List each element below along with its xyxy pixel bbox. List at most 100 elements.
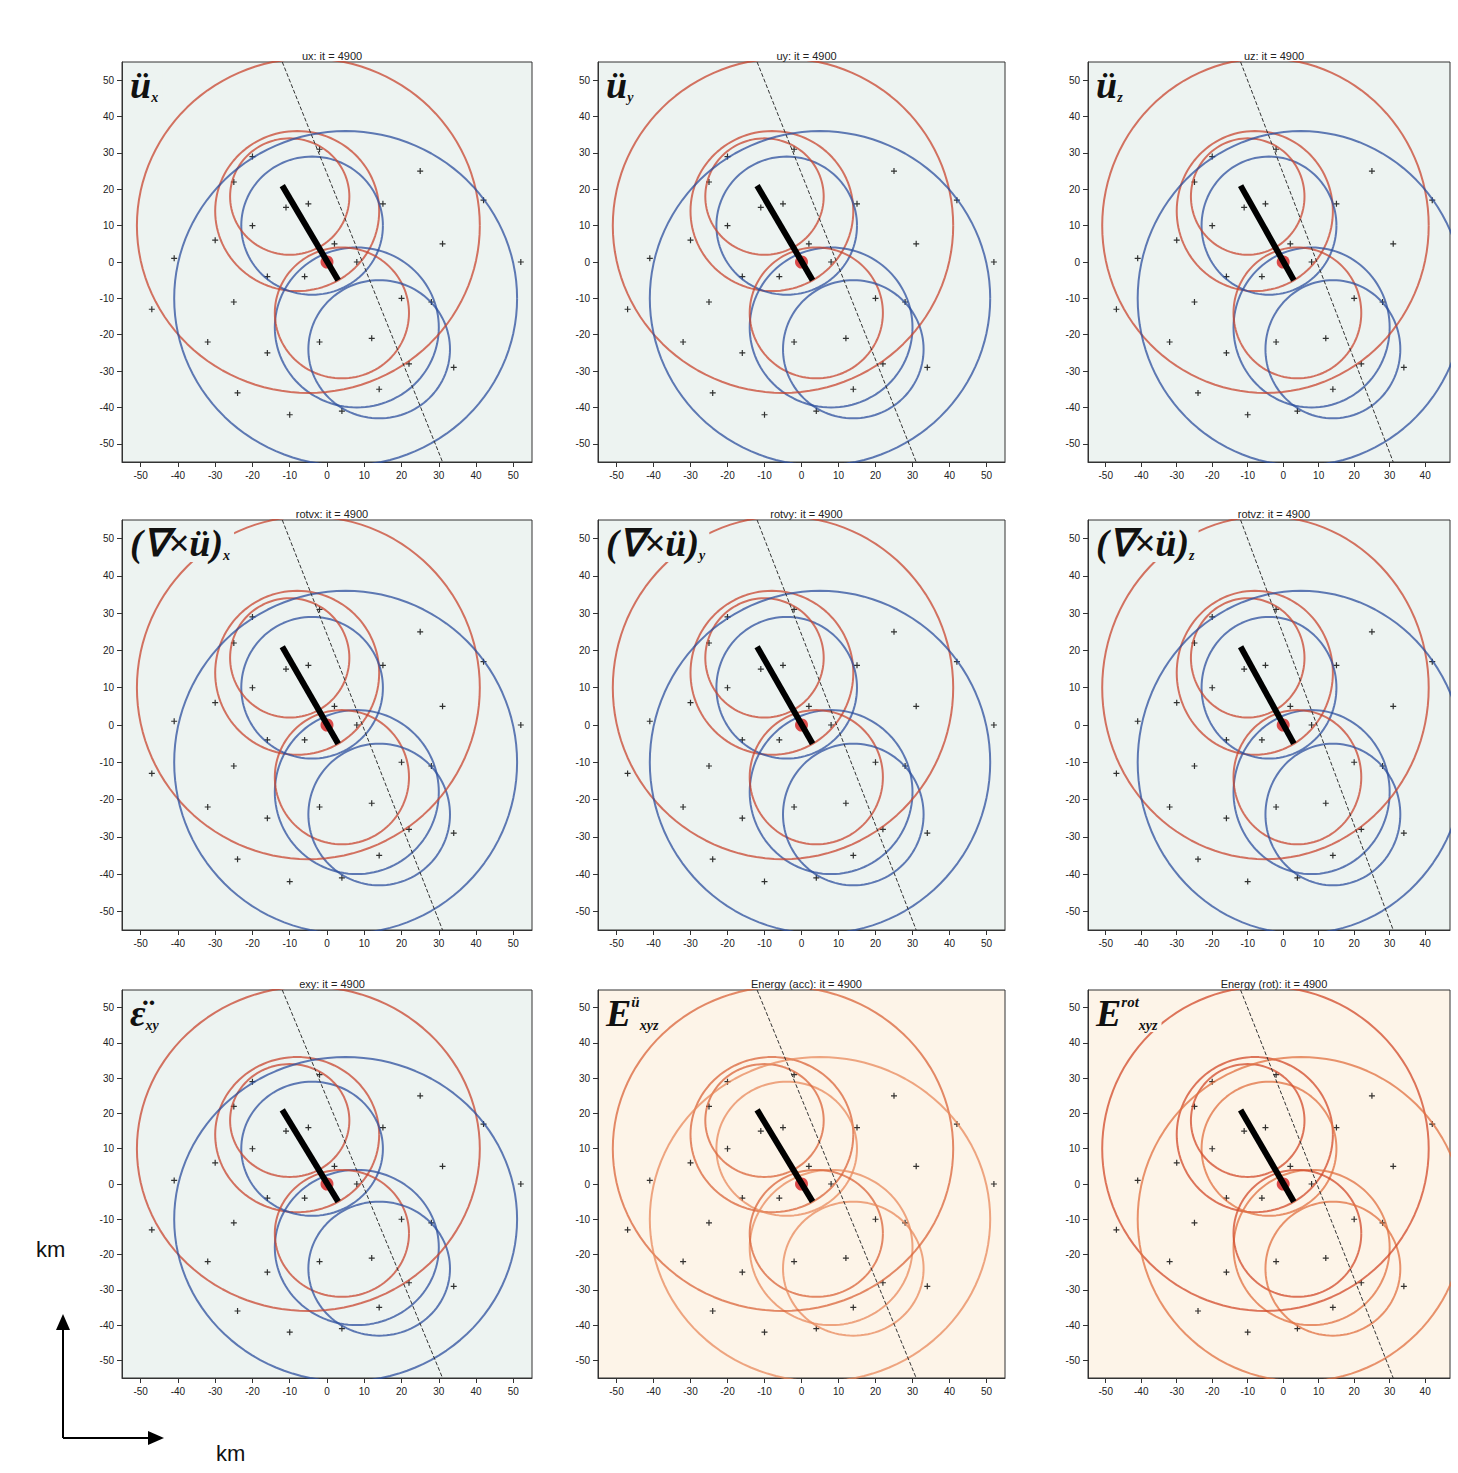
- svg-text:40: 40: [471, 938, 483, 949]
- svg-text:-30: -30: [1066, 831, 1081, 842]
- svg-text:-50: -50: [576, 438, 591, 449]
- svg-text:30: 30: [433, 938, 445, 949]
- svg-text:ü: ü: [130, 64, 151, 106]
- svg-text:10: 10: [359, 938, 371, 949]
- svg-text:-20: -20: [576, 329, 591, 340]
- svg-text:20: 20: [396, 1386, 408, 1397]
- svg-text:-10: -10: [576, 757, 591, 768]
- svg-text:-10: -10: [576, 1214, 591, 1225]
- svg-text:30: 30: [1384, 938, 1396, 949]
- svg-text:50: 50: [508, 470, 520, 481]
- svg-text:10: 10: [1069, 1143, 1081, 1154]
- svg-text:10: 10: [103, 220, 115, 231]
- svg-text:10: 10: [359, 1386, 371, 1397]
- svg-text:40: 40: [1420, 938, 1432, 949]
- svg-text:-40: -40: [171, 470, 186, 481]
- svg-text:-50: -50: [576, 906, 591, 917]
- svg-text:E: E: [1095, 992, 1121, 1034]
- svg-text:50: 50: [981, 938, 993, 949]
- svg-text:-30: -30: [208, 1386, 223, 1397]
- svg-text:exy: it = 4900: exy: it = 4900: [299, 978, 365, 990]
- svg-text:40: 40: [944, 938, 956, 949]
- svg-text:20: 20: [1069, 184, 1081, 195]
- svg-text:xyz: xyz: [1138, 1018, 1158, 1033]
- svg-text:20: 20: [1069, 1108, 1081, 1119]
- svg-text:-40: -40: [1066, 402, 1081, 413]
- svg-text:(∇×ü): (∇×ü): [130, 522, 223, 565]
- svg-text:-10: -10: [576, 293, 591, 304]
- svg-text:-20: -20: [1066, 794, 1081, 805]
- svg-text:30: 30: [433, 470, 445, 481]
- svg-text:-50: -50: [133, 1386, 148, 1397]
- svg-text:-50: -50: [1099, 470, 1114, 481]
- svg-text:30: 30: [103, 608, 115, 619]
- svg-text:-50: -50: [1066, 906, 1081, 917]
- svg-text:-20: -20: [100, 794, 115, 805]
- svg-text:0: 0: [1280, 1386, 1286, 1397]
- svg-text:-40: -40: [171, 938, 186, 949]
- svg-text:50: 50: [1069, 1002, 1081, 1013]
- svg-text:-20: -20: [576, 794, 591, 805]
- svg-text:-20: -20: [720, 470, 735, 481]
- svg-text:-30: -30: [208, 470, 223, 481]
- svg-text:-10: -10: [283, 938, 298, 949]
- svg-text:0: 0: [108, 720, 114, 731]
- svg-text:30: 30: [1384, 1386, 1396, 1397]
- svg-text:40: 40: [944, 1386, 956, 1397]
- svg-text:-30: -30: [100, 1284, 115, 1295]
- svg-text:-10: -10: [1240, 938, 1255, 949]
- svg-text:50: 50: [579, 1002, 591, 1013]
- svg-text:50: 50: [1069, 533, 1081, 544]
- svg-text:-20: -20: [245, 938, 260, 949]
- svg-text:-50: -50: [609, 1386, 624, 1397]
- svg-text:ü: ü: [1096, 64, 1117, 106]
- svg-text:-10: -10: [1240, 470, 1255, 481]
- svg-text:(∇×ü): (∇×ü): [1096, 522, 1189, 565]
- svg-text:-30: -30: [1066, 366, 1081, 377]
- svg-text:10: 10: [579, 682, 591, 693]
- svg-text:-40: -40: [646, 1386, 661, 1397]
- svg-text:-30: -30: [576, 1284, 591, 1295]
- svg-text:50: 50: [981, 1386, 993, 1397]
- svg-text:20: 20: [870, 470, 882, 481]
- svg-text:-30: -30: [1169, 1386, 1184, 1397]
- svg-text:-10: -10: [100, 1214, 115, 1225]
- svg-text:0: 0: [799, 938, 805, 949]
- svg-text:-50: -50: [1066, 1355, 1081, 1366]
- svg-text:20: 20: [103, 184, 115, 195]
- svg-text:-40: -40: [576, 869, 591, 880]
- svg-text:-50: -50: [100, 906, 115, 917]
- svg-text:40: 40: [579, 111, 591, 122]
- svg-text:-20: -20: [245, 470, 260, 481]
- svg-text:10: 10: [833, 938, 845, 949]
- svg-text:50: 50: [103, 533, 115, 544]
- svg-text:-10: -10: [757, 938, 772, 949]
- svg-text:40: 40: [103, 111, 115, 122]
- svg-text:20: 20: [396, 938, 408, 949]
- svg-text:10: 10: [1313, 1386, 1325, 1397]
- svg-text:z: z: [1116, 90, 1123, 105]
- svg-text:20: 20: [579, 184, 591, 195]
- svg-text:-40: -40: [171, 1386, 186, 1397]
- svg-text:20: 20: [103, 1108, 115, 1119]
- svg-text:0: 0: [1280, 938, 1286, 949]
- svg-text:30: 30: [907, 470, 919, 481]
- svg-text:-10: -10: [283, 470, 298, 481]
- svg-text:40: 40: [1069, 1037, 1081, 1048]
- svg-text:0: 0: [108, 257, 114, 268]
- svg-text:uy: it = 4900: uy: it = 4900: [776, 50, 836, 62]
- svg-text:-20: -20: [576, 1249, 591, 1260]
- svg-text:50: 50: [579, 533, 591, 544]
- svg-text:-50: -50: [100, 1355, 115, 1366]
- svg-text:20: 20: [103, 645, 115, 656]
- svg-text:rotvx: it = 4900: rotvx: it = 4900: [296, 508, 368, 520]
- svg-text:10: 10: [579, 220, 591, 231]
- svg-text:20: 20: [1069, 645, 1081, 656]
- svg-text:-30: -30: [683, 938, 698, 949]
- svg-text:50: 50: [103, 75, 115, 86]
- svg-text:10: 10: [579, 1143, 591, 1154]
- svg-text:0: 0: [324, 470, 330, 481]
- svg-text:30: 30: [579, 608, 591, 619]
- svg-text:ü: ü: [631, 994, 639, 1010]
- svg-text:-30: -30: [100, 366, 115, 377]
